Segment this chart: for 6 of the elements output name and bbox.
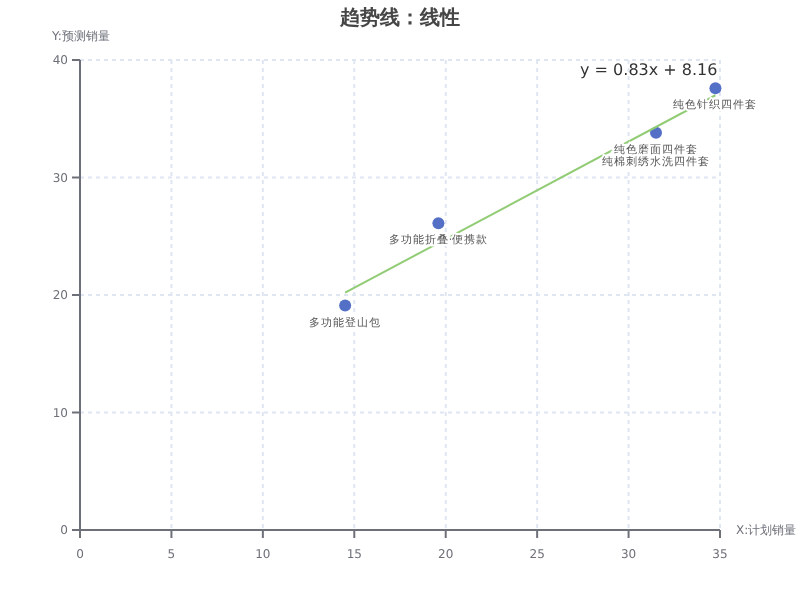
- point: [650, 126, 662, 139]
- point: [432, 217, 445, 230]
- annotation: y = 0.83x + 8.16: [580, 61, 718, 80]
- chart-title: 趋势线：线性: [338, 6, 460, 30]
- point: [339, 299, 352, 312]
- point: [709, 82, 722, 95]
